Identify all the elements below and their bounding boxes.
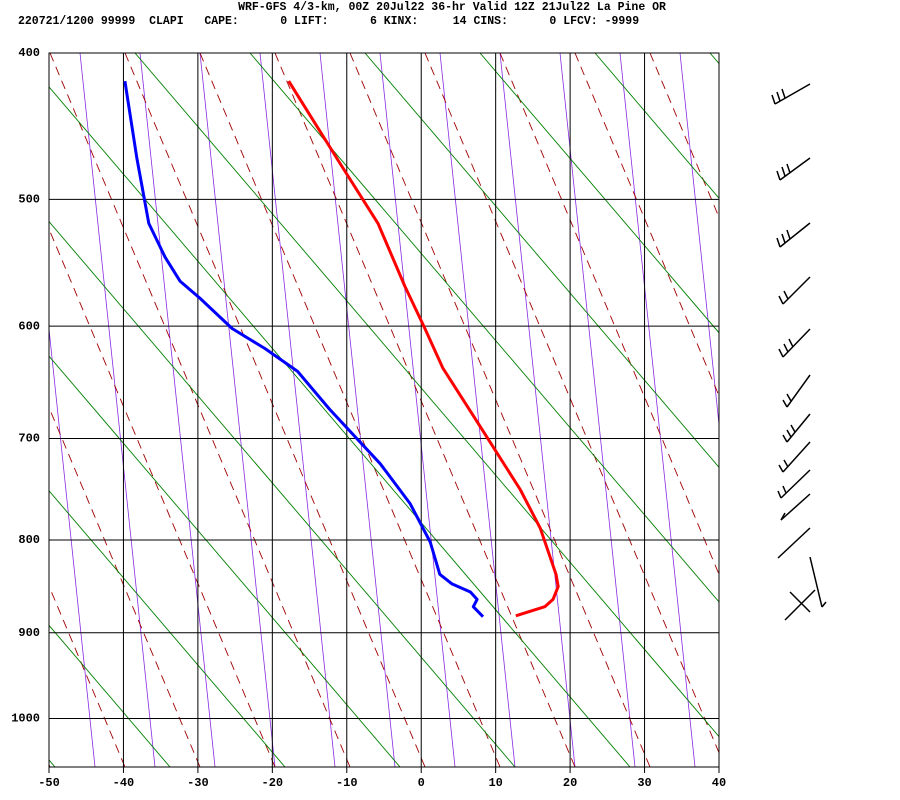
mixing-ratio-line: [740, 53, 815, 767]
moist-adiabat: [725, 53, 900, 767]
mixing-ratio-line: [199, 53, 276, 767]
dry-adiabat: [49, 355, 401, 767]
x-tick-label: 30: [637, 776, 651, 790]
dry-adiabat: [49, 490, 286, 767]
background-lines: [0, 53, 900, 767]
mixing-ratio-line: [49, 325, 96, 767]
wind-barbs: [771, 83, 827, 621]
moist-adiabat: [274, 53, 576, 767]
mixing-ratio-line: [79, 53, 156, 767]
y-tick-label: 400: [18, 46, 40, 60]
x-tick-label: 10: [488, 776, 502, 790]
mixing-ratio-line: [499, 53, 576, 767]
x-tick-label: -30: [187, 776, 209, 790]
mixing-ratio-line: [379, 53, 456, 767]
y-tick-label: 1000: [11, 712, 40, 726]
mixing-ratio-line: [259, 53, 336, 767]
moist-adiabat: [499, 53, 719, 576]
dry-adiabat: [134, 53, 719, 738]
mixing-ratio-line: [559, 53, 636, 767]
moist-adiabat: [649, 53, 719, 219]
mixing-ratio-line: [439, 53, 516, 767]
moist-adiabat: [424, 53, 719, 754]
mixing-ratio-line: [319, 53, 396, 767]
dry-adiabat: [49, 759, 56, 767]
x-tick-label: -20: [262, 776, 284, 790]
moist-adiabat: [49, 763, 51, 767]
dry-adiabat: [364, 53, 719, 469]
x-tick-label: -10: [336, 776, 358, 790]
moist-adiabat: [49, 227, 276, 767]
y-tick-label: 900: [18, 626, 40, 640]
chart-title: WRF-GFS 4/3-km, 00Z 20Jul22 36-hr Valid …: [238, 1, 666, 14]
x-tick-label: -50: [38, 776, 60, 790]
dry-adiabat: [49, 220, 516, 767]
moist-adiabat: [49, 406, 201, 767]
mixing-ratio-line: [0, 53, 35, 767]
x-tick-label: 0: [418, 776, 425, 790]
mixing-ratio-line: [619, 53, 696, 767]
mixing-ratio-line: [139, 53, 216, 767]
mixing-ratio-line: [679, 53, 719, 429]
y-tick-label: 600: [18, 319, 40, 333]
moist-adiabat: [49, 53, 351, 767]
dry-adiabat: [479, 53, 719, 334]
y-tick-label: 700: [18, 432, 40, 446]
dry-adiabat: [594, 53, 719, 199]
dry-adiabat: [49, 86, 631, 767]
x-tick-label: 40: [712, 776, 726, 790]
x-tick-label: 20: [563, 776, 577, 790]
x-tick-label: -40: [113, 776, 135, 790]
dry-adiabat: [249, 53, 719, 603]
moist-adiabat: [199, 53, 501, 767]
moist-adiabat: [124, 53, 426, 767]
sounding-line: [287, 80, 560, 618]
moist-adiabat: [49, 584, 126, 767]
chart-subtitle: 220721/1200 99999 CLAPI CAPE: 0 LIFT: 6 …: [18, 15, 639, 28]
y-tick-label: 500: [18, 193, 40, 207]
moist-adiabat: [349, 53, 651, 767]
dry-adiabat: [49, 624, 171, 767]
moist-adiabat: [574, 53, 719, 397]
dry-adiabat: [709, 53, 719, 65]
sounding-line: [123, 80, 485, 618]
y-tick-label: 800: [18, 533, 40, 547]
